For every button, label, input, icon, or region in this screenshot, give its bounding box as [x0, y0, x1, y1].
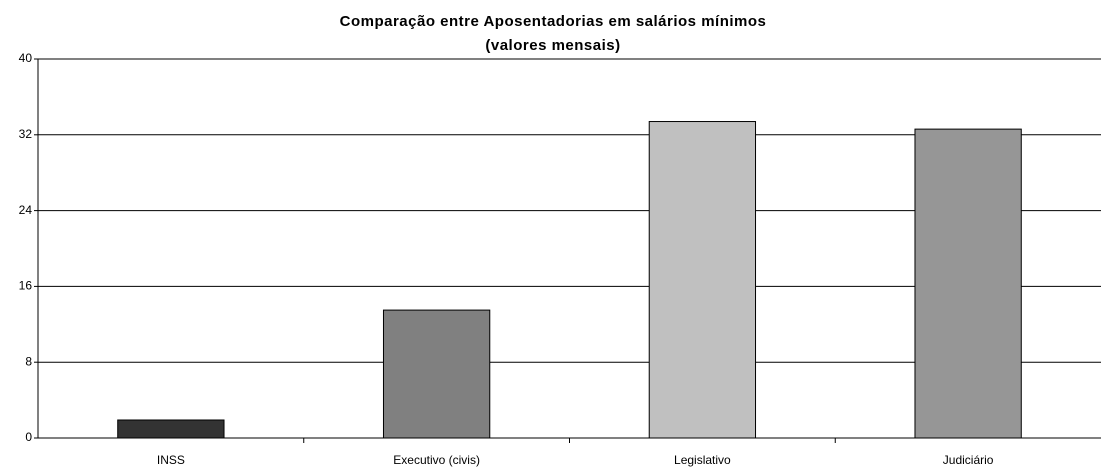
y-tick-label: 8	[25, 354, 32, 368]
x-tick-label: Legislativo	[674, 453, 731, 467]
x-tick-label: Executivo (civis)	[393, 453, 480, 467]
y-tick-label: 40	[19, 51, 33, 65]
bar	[117, 419, 225, 439]
y-tick-label: 24	[19, 203, 33, 217]
chart-subtitle: (valores mensais)	[485, 37, 620, 54]
bar	[648, 121, 757, 439]
x-tick-label: INSS	[157, 453, 185, 467]
bar	[914, 128, 1022, 439]
y-tick-label: 0	[25, 430, 32, 444]
y-tick-label: 16	[19, 279, 33, 293]
y-tick-label: 32	[19, 127, 33, 141]
chart-title: Comparação entre Aposentadorias em salár…	[340, 13, 767, 30]
x-tick-label: Judiciário	[943, 453, 994, 467]
bar	[382, 309, 491, 439]
